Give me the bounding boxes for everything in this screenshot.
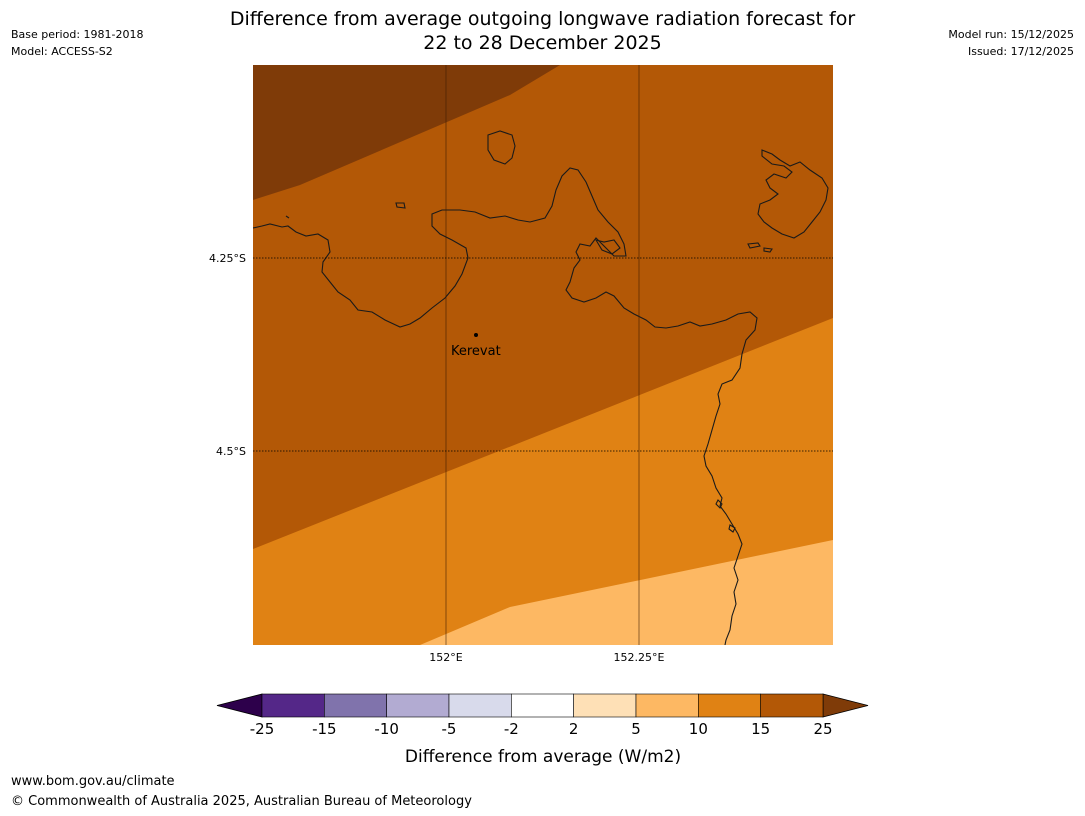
colorbar-tick-label: -5 bbox=[442, 720, 457, 738]
colorbar-tick-label: -10 bbox=[374, 720, 399, 738]
graticule bbox=[253, 65, 833, 645]
colorbar-segment bbox=[448, 693, 512, 718]
kerevat-label: Kerevat bbox=[451, 344, 501, 359]
band-25-plus bbox=[253, 65, 560, 200]
coastline-islet-7 bbox=[594, 239, 621, 255]
coastline-islet-1 bbox=[487, 130, 516, 165]
coastline-islet-4 bbox=[757, 149, 829, 239]
coastline-islet-6 bbox=[763, 247, 773, 253]
colorbar-tick-label: 25 bbox=[813, 720, 832, 738]
model-name: Model: ACCESS-S2 bbox=[11, 45, 113, 58]
colorbar: -25 -15 -10 -5 -2 2 5 10 15 25 bbox=[216, 693, 869, 738]
colorbar-segment bbox=[573, 693, 637, 718]
coastline-islet-8 bbox=[715, 499, 723, 509]
colorbar-segment bbox=[261, 693, 325, 718]
colorbar-tick-label: -25 bbox=[250, 720, 275, 738]
coastline-islet-9 bbox=[728, 524, 736, 533]
band-5-10 bbox=[420, 540, 833, 645]
lon-label-152-25: 152.25°E bbox=[614, 651, 665, 664]
colorbar-tick-label: 10 bbox=[689, 720, 708, 738]
colorbar-segment bbox=[324, 693, 387, 718]
colorbar-label: Difference from average (W/m2) bbox=[405, 747, 681, 767]
lon-label-152: 152°E bbox=[429, 651, 462, 664]
colorbar-tick-label: -15 bbox=[312, 720, 337, 738]
map-title: Difference from average outgoing longwav… bbox=[0, 7, 1085, 55]
title-line-1: Difference from average outgoing longwav… bbox=[229, 8, 856, 30]
colorbar-tick-label: 5 bbox=[631, 720, 641, 738]
colorbar-extend-low bbox=[216, 693, 263, 718]
footer-url: www.bom.gov.au/climate bbox=[11, 774, 175, 789]
kerevat-marker bbox=[474, 333, 478, 337]
colorbar-segment bbox=[635, 693, 699, 718]
model-run: Model run: 15/12/2025 bbox=[948, 28, 1074, 41]
colorbar-segment bbox=[760, 693, 824, 718]
colorbar-segment bbox=[386, 693, 450, 718]
coastline-main bbox=[253, 167, 758, 645]
title-line-2: 22 to 28 December 2025 bbox=[423, 32, 662, 54]
colorbar-tick-label: 15 bbox=[751, 720, 770, 738]
metadata-right: Model run: 15/12/2025 Issued: 17/12/2025 bbox=[948, 26, 1074, 60]
colorbar-tick-label: -2 bbox=[504, 720, 519, 738]
base-period: Base period: 1981-2018 bbox=[11, 28, 144, 41]
coastline-islet-2 bbox=[395, 202, 406, 209]
coastline-islet-3 bbox=[285, 215, 290, 219]
map-area: Kerevat bbox=[253, 65, 833, 645]
coastline-islet-5 bbox=[747, 242, 761, 249]
issued-date: Issued: 17/12/2025 bbox=[967, 45, 1074, 58]
lat-label-4-25: 4.25°S bbox=[209, 252, 246, 265]
lat-label-4-5: 4.5°S bbox=[216, 445, 246, 458]
metadata-left: Base period: 1981-2018 Model: ACCESS-S2 bbox=[11, 26, 143, 60]
colorbar-segment bbox=[511, 693, 574, 718]
band-10-15 bbox=[253, 318, 833, 645]
colorbar-extend-high bbox=[822, 693, 869, 718]
colorbar-segment bbox=[698, 693, 761, 718]
colorbar-tick-label: 2 bbox=[569, 720, 579, 738]
footer-copyright: © Commonwealth of Australia 2025, Austra… bbox=[11, 794, 472, 809]
coastline bbox=[253, 130, 829, 645]
